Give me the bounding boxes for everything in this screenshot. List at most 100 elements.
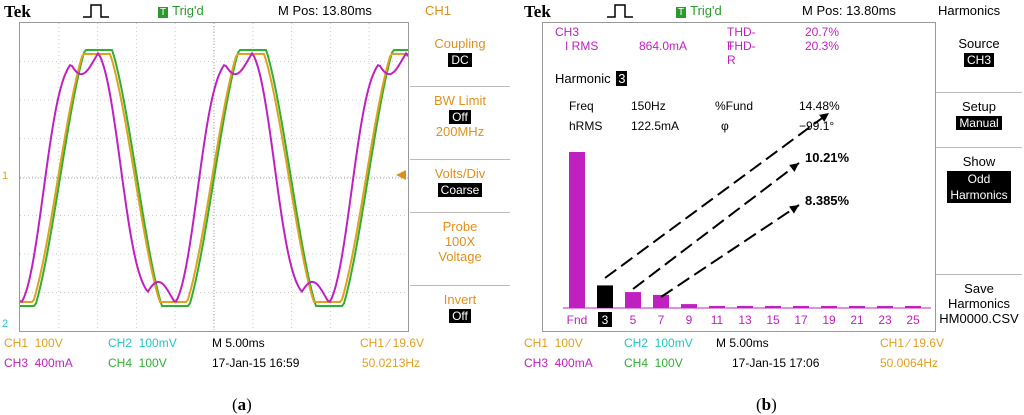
tick-label-Fnd: Fnd xyxy=(567,313,588,327)
bw-label: BW Limit xyxy=(434,93,486,108)
tick-label-21: 21 xyxy=(850,313,864,327)
tick-label-7: 7 xyxy=(658,313,665,327)
panel-b: Tek T Trig'd M Pos: 13.80ms Harmonics CH3… xyxy=(520,0,1024,395)
bar-9 xyxy=(681,304,697,308)
trigger-edge-icon xyxy=(83,4,109,18)
menu-title: CH1 xyxy=(425,3,452,18)
date-time: 17-Jan-15 17:06 xyxy=(732,356,820,370)
menu-show[interactable]: Show Odd Harmonics xyxy=(936,147,1022,274)
trigger-edge-icon xyxy=(607,4,633,18)
menu-coupling[interactable]: Coupling DC xyxy=(410,30,510,86)
hrms-label: hRMS xyxy=(569,119,603,133)
side-menu-b: Source CH3 Setup Manual Show Odd Harmoni… xyxy=(936,30,1022,347)
ch4-waveform xyxy=(20,49,408,307)
bar-13 xyxy=(737,306,753,308)
thdf-label: THD-F xyxy=(727,25,756,53)
menu-save[interactable]: Save Harmonics HM0000.CSV xyxy=(936,274,1022,347)
readout-b: CH1 100V CH2 100mV M 5.00ms CH1 ∕ 19.6V … xyxy=(520,334,1024,374)
date-time: 17-Jan-15 16:59 xyxy=(212,356,300,370)
trigger-level: CH1 ∕ 19.6V xyxy=(360,336,425,350)
freq-value: 150Hz xyxy=(631,99,666,113)
waveform-display[interactable] xyxy=(19,22,409,332)
tick-label-13: 13 xyxy=(738,313,752,327)
tick-highlight-bg xyxy=(598,312,612,327)
ch3-scale: CH3 400mA xyxy=(524,356,593,370)
arrow-3rd xyxy=(604,112,830,279)
probe-sub2: Voltage xyxy=(438,249,482,264)
tick-label-23: 23 xyxy=(878,313,892,327)
menu-setup[interactable]: Setup Manual xyxy=(936,92,1022,147)
menu-title: Harmonics xyxy=(938,3,1001,18)
bar-5 xyxy=(625,292,641,308)
source-label: Source xyxy=(958,36,1000,51)
tick-label-15: 15 xyxy=(766,313,780,327)
show-value: Odd Harmonics xyxy=(947,171,1011,203)
thdr-label: THD-R xyxy=(727,39,756,67)
bw-sub: 200MHz xyxy=(435,124,485,139)
trigger-frequency: 50.0064Hz xyxy=(880,356,939,370)
caption-b-letter: b xyxy=(761,395,772,414)
coupling-value: DC xyxy=(448,53,472,67)
coupling-label: Coupling xyxy=(434,36,486,51)
ch4-scale: CH4 100V xyxy=(624,356,683,370)
tick-label-19: 19 xyxy=(822,313,836,327)
bar-Fnd xyxy=(569,152,585,308)
invert-label: Invert xyxy=(443,292,477,307)
menu-volts-div[interactable]: Volts/Div Coarse xyxy=(410,159,510,212)
menu-invert[interactable]: Invert Off xyxy=(410,285,510,338)
timebase: M 5.00ms xyxy=(212,336,265,350)
trigger-level: CH1 ∕ 19.6V xyxy=(880,336,945,350)
menu-source[interactable]: Source CH3 xyxy=(936,30,1022,92)
ch1-scale: CH1 100V xyxy=(524,336,583,350)
trig-status-text: Trig'd xyxy=(690,3,722,18)
bw-value: Off xyxy=(449,110,471,124)
tick-label-17: 17 xyxy=(794,313,808,327)
readout-a: CH1 100V CH2 100mV M 5.00ms CH1 ∕ 19.6V … xyxy=(0,334,512,374)
freq-label: Freq xyxy=(569,99,594,113)
source-value: CH3 xyxy=(963,53,994,67)
info-irms-value: 864.0mA xyxy=(639,39,688,53)
arrow-3rd-head xyxy=(819,113,829,122)
menu-bw[interactable]: BW Limit Off 200MHz xyxy=(410,86,510,159)
menu-probe[interactable]: Probe 100X Voltage xyxy=(410,212,510,285)
info-channel: CH3 xyxy=(555,25,580,39)
info-irms-label: I RMS xyxy=(565,39,599,53)
vdiv-value: Coarse xyxy=(437,183,483,197)
bar-21 xyxy=(849,306,865,308)
harmonic-selector[interactable]: Harmonic 3 xyxy=(555,71,628,86)
trig-status-text: Trig'd xyxy=(172,3,204,18)
bar-25 xyxy=(905,306,921,308)
trig-t-badge: T xyxy=(158,7,169,18)
arrow-7th-head xyxy=(789,205,799,214)
ground-marker-ch2: 2 xyxy=(2,318,9,330)
panel-a: Tek T Trig'd M Pos: 13.80ms CH1 1 2 Coupl… xyxy=(0,0,512,395)
annotation-7th: 8.385% xyxy=(805,193,850,208)
trig-status: T Trig'd xyxy=(676,3,722,18)
caption-a-letter: a xyxy=(237,395,247,414)
arrow-5th xyxy=(632,162,800,290)
show-value-line2: Harmonics xyxy=(950,188,1008,202)
ch2-scale: CH2 100mV xyxy=(108,336,177,350)
bar-19 xyxy=(821,306,837,308)
tek-logo: Tek xyxy=(4,2,31,21)
ch4-scale: CH4 100V xyxy=(108,356,167,370)
fund-label: %Fund xyxy=(715,99,754,113)
bar-17 xyxy=(793,306,809,308)
ground-marker-ch1: 1 xyxy=(2,170,9,182)
show-value-line1: Odd xyxy=(967,172,991,186)
trigger-frequency: 50.0213Hz xyxy=(362,356,421,370)
caption-a: (a) xyxy=(232,395,252,414)
save-label2: Harmonics xyxy=(947,296,1011,311)
tick-label-3: 3 xyxy=(602,313,609,327)
arrow-5th-head xyxy=(789,163,799,172)
ch1-waveform xyxy=(20,53,408,303)
trigger-level-arrow-icon xyxy=(396,170,406,180)
panel-b-topbar: Tek T Trig'd M Pos: 13.80ms Harmonics xyxy=(520,0,1024,22)
hrms-value: 122.5mA xyxy=(631,119,680,133)
caption-b: (b) xyxy=(756,395,777,414)
harmonics-display[interactable]: CH3 I RMS 864.0mA THD-F 20.7% THD-R 20.3… xyxy=(542,22,936,332)
save-file: HM0000.CSV xyxy=(939,311,1019,326)
probe-sub1: 100X xyxy=(444,234,476,249)
thdr-value: 20.3% xyxy=(805,39,840,53)
tick-label-25: 25 xyxy=(906,313,920,327)
